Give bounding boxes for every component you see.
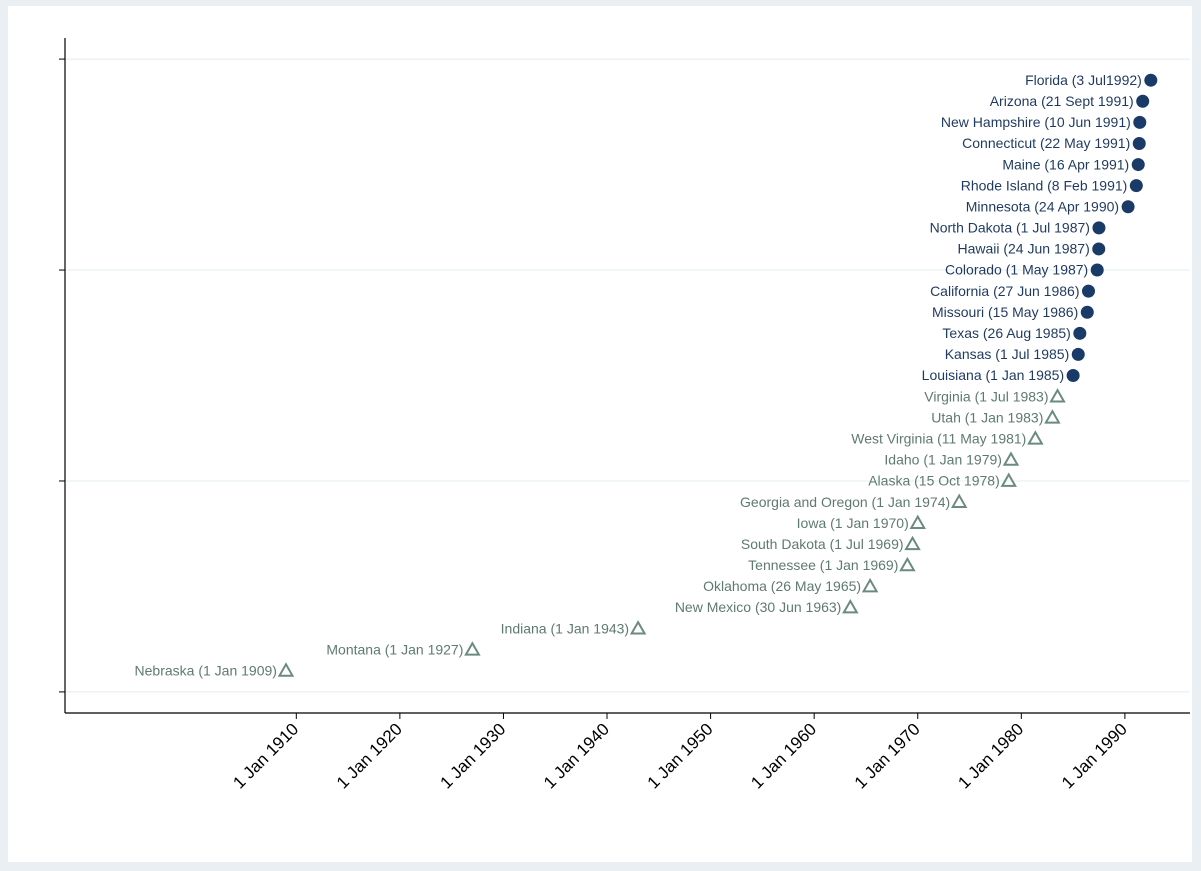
- point-label: Kansas (1 Jul 1985): [945, 346, 1070, 362]
- point: [1002, 451, 1020, 466]
- point: [1066, 369, 1080, 382]
- point: [1027, 430, 1044, 445]
- point: [1144, 73, 1158, 87]
- point-label: Alaska (15 Oct 1978): [868, 473, 1000, 489]
- point: [277, 662, 295, 677]
- point-label: Montana (1 Jan 1927): [326, 641, 463, 657]
- point: [899, 556, 916, 572]
- point-label: Oklahoma (26 May 1965): [703, 578, 861, 594]
- point-label: Missouri (15 May 1986): [932, 304, 1078, 320]
- point: [909, 514, 926, 530]
- point: [1121, 200, 1135, 214]
- point-label: Indiana (1 Jan 1943): [501, 620, 629, 636]
- point: [842, 599, 859, 614]
- point: [1132, 136, 1146, 150]
- point-label: Texas (26 Aug 1985): [942, 325, 1070, 341]
- point: [1071, 347, 1085, 361]
- point-label: California (27 Jun 1986): [930, 283, 1079, 299]
- point: [1131, 158, 1145, 172]
- point: [861, 577, 879, 593]
- point-label: West Virginia (11 May 1981): [851, 430, 1026, 446]
- point: [1133, 115, 1147, 129]
- point-label: Louisiana (1 Jan 1985): [922, 367, 1064, 383]
- chart-background: [8, 6, 1192, 862]
- point: [1081, 284, 1095, 298]
- point-label: Iowa (1 Jan 1970): [797, 515, 909, 531]
- point-label: Utah (1 Jan 1983): [931, 409, 1043, 425]
- point: [950, 493, 968, 508]
- point-label: Tennessee (1 Jan 1969): [748, 557, 898, 573]
- point-label: South Dakota (1 Jul 1969): [741, 536, 904, 552]
- point: [1092, 242, 1106, 256]
- point: [1136, 94, 1150, 108]
- point-label: Rhode Island (8 Feb 1991): [961, 177, 1128, 193]
- point: [1080, 305, 1094, 319]
- point: [1092, 221, 1106, 235]
- point: [1129, 179, 1143, 193]
- point-label: Georgia and Oregon (1 Jan 1974): [740, 494, 950, 510]
- point-label: Maine (16 Apr 1991): [1002, 156, 1129, 172]
- point: [1090, 263, 1104, 277]
- point: [1073, 326, 1087, 340]
- point-label: Virginia (1 Jul 1983): [924, 388, 1048, 404]
- point-label: Florida (3 Jul1992): [1025, 72, 1142, 88]
- point-label: New Mexico (30 Jun 1963): [675, 599, 842, 615]
- point-label: New Hampshire (10 Jun 1991): [941, 114, 1131, 130]
- point-label: Colorado (1 May 1987): [945, 262, 1088, 278]
- point: [1044, 409, 1061, 424]
- point: [1049, 388, 1066, 403]
- point: [1000, 472, 1017, 487]
- point-label: North Dakota (1 Jul 1987): [930, 220, 1090, 236]
- point-label: Nebraska (1 Jan 1909): [135, 663, 277, 679]
- point-label: Arizona (21 Sept 1991): [990, 93, 1134, 109]
- point-label: Idaho (1 Jan 1979): [884, 452, 1002, 468]
- point: [629, 620, 647, 635]
- point-label: Hawaii (24 Jun 1987): [957, 241, 1089, 257]
- point: [904, 535, 921, 551]
- point-label: Minnesota (24 Apr 1990): [966, 198, 1119, 214]
- point-label: Connecticut (22 May 1991): [962, 135, 1130, 151]
- point: [464, 641, 481, 656]
